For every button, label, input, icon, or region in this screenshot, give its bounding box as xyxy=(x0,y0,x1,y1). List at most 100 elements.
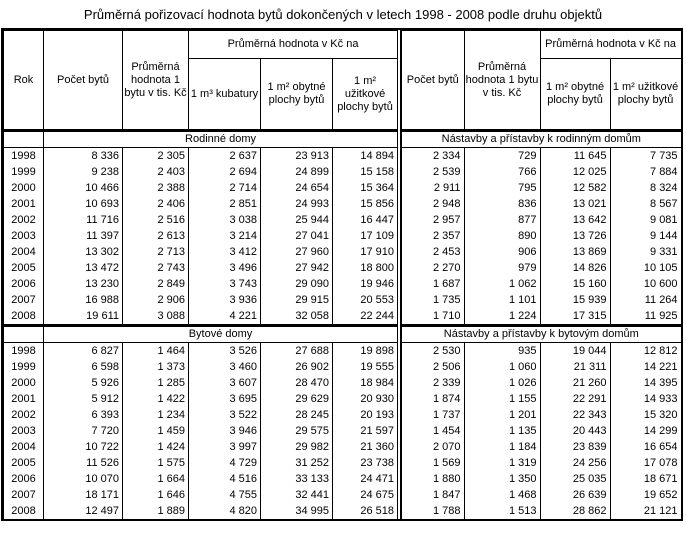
value-cell: 15 320 xyxy=(609,407,682,423)
column-header: Průměrná hodnota 1 bytu v tis. Kč xyxy=(122,30,189,131)
value-cell: 3 038 xyxy=(188,212,261,228)
value-cell: 1 062 xyxy=(463,276,541,292)
value-cell: 1 135 xyxy=(463,423,541,439)
column-header: Průměrná hodnota 1 bytu v tis. Kč xyxy=(463,30,541,131)
year-cell: 2000 xyxy=(3,375,44,391)
value-cell: 22 291 xyxy=(539,391,611,407)
table-row: 1 710 1 224 17 315 11 925 xyxy=(400,308,682,326)
value-cell: 15 158 xyxy=(331,164,399,180)
section-header-row: Rodinné domy xyxy=(3,129,399,148)
value-cell: 1 184 xyxy=(463,439,541,455)
value-cell: 1 285 xyxy=(122,375,189,391)
value-cell: 19 898 xyxy=(331,342,399,359)
value-cell: 2 906 xyxy=(122,292,189,308)
column-header: 1 m³ kubatury xyxy=(188,58,261,131)
year-cell: 2007 xyxy=(3,487,44,503)
value-cell: 1 735 xyxy=(400,292,465,308)
value-cell: 2 357 xyxy=(400,228,465,244)
value-cell: 24 993 xyxy=(260,196,333,212)
value-cell: 9 081 xyxy=(609,212,682,228)
value-cell: 1 026 xyxy=(463,375,541,391)
value-cell: 20 930 xyxy=(331,391,399,407)
table-row: 2 070 1 184 23 839 16 654 xyxy=(400,439,682,455)
value-cell: 935 xyxy=(463,342,541,359)
value-cell: 19 555 xyxy=(331,359,399,375)
value-cell: 729 xyxy=(463,147,541,164)
value-cell: 24 899 xyxy=(260,164,333,180)
value-cell: 1 788 xyxy=(400,503,465,519)
column-header: Počet bytů xyxy=(43,30,123,131)
table-row: 1 874 1 155 22 291 14 933 xyxy=(400,391,682,407)
value-cell: 2 406 xyxy=(122,196,189,212)
table-row: 2 334 729 11 645 7 735 xyxy=(400,147,682,164)
value-cell: 15 160 xyxy=(539,276,611,292)
table-row: 2 270 979 14 826 10 105 xyxy=(400,260,682,276)
value-cell: 1 155 xyxy=(463,391,541,407)
value-cell: 1 575 xyxy=(122,455,189,471)
value-cell: 14 395 xyxy=(609,375,682,391)
value-cell: 1 737 xyxy=(400,407,465,423)
value-cell: 2 948 xyxy=(400,196,465,212)
table-row: 2001 10 693 2 406 2 851 24 993 15 856 xyxy=(3,196,399,212)
year-cell: 2002 xyxy=(3,407,44,423)
value-cell: 8 336 xyxy=(43,147,123,164)
value-cell: 6 393 xyxy=(43,407,123,423)
value-cell: 795 xyxy=(463,180,541,196)
value-cell: 16 654 xyxy=(609,439,682,455)
value-cell: 31 252 xyxy=(260,455,333,471)
value-cell: 20 553 xyxy=(331,292,399,308)
value-cell: 10 722 xyxy=(43,439,123,455)
year-cell: 2003 xyxy=(3,228,44,244)
value-cell: 906 xyxy=(463,244,541,260)
value-cell: 17 078 xyxy=(609,455,682,471)
section-title: Nástavby a přístavby k bytovým domům xyxy=(400,324,682,343)
table-row: 2001 5 912 1 422 3 695 29 629 20 930 xyxy=(3,391,399,407)
value-cell: 28 470 xyxy=(260,375,333,391)
year-cell: 2002 xyxy=(3,212,44,228)
value-cell: 25 035 xyxy=(539,471,611,487)
table-row: 2005 13 472 2 743 3 496 27 942 18 800 xyxy=(3,260,399,276)
table-row: 2 530 935 19 044 12 812 xyxy=(400,342,682,359)
value-cell: 1 468 xyxy=(463,487,541,503)
value-cell: 8 567 xyxy=(609,196,682,212)
value-cell: 14 221 xyxy=(609,359,682,375)
value-cell: 13 869 xyxy=(539,244,611,260)
value-cell: 3 088 xyxy=(122,308,189,326)
value-cell: 1 350 xyxy=(463,471,541,487)
value-cell: 29 982 xyxy=(260,439,333,455)
table-row: 2005 11 526 1 575 4 729 31 252 23 738 xyxy=(3,455,399,471)
value-cell: 33 133 xyxy=(260,471,333,487)
value-cell: 16 447 xyxy=(331,212,399,228)
value-cell: 15 856 xyxy=(331,196,399,212)
value-cell: 12 582 xyxy=(539,180,611,196)
value-cell: 1 687 xyxy=(400,276,465,292)
column-header: 1 m² obytné plochy bytů xyxy=(539,58,611,131)
column-header: Počet bytů xyxy=(400,30,465,131)
column-header: 1 m² užitkové plochy bytů xyxy=(609,58,682,131)
value-cell: 1 569 xyxy=(400,455,465,471)
year-cell: 2007 xyxy=(3,292,44,308)
section-title: Nástavby a přístavby k rodinným domům xyxy=(400,129,682,148)
value-cell: 1 459 xyxy=(122,423,189,439)
section-header-row: Nástavby a přístavby k rodinným domům xyxy=(400,129,682,148)
value-cell: 19 044 xyxy=(539,342,611,359)
value-cell: 2 270 xyxy=(400,260,465,276)
value-cell: 23 913 xyxy=(260,147,333,164)
value-cell: 13 021 xyxy=(539,196,611,212)
value-cell: 3 460 xyxy=(188,359,261,375)
value-cell: 4 221 xyxy=(188,308,261,326)
column-header: Rok xyxy=(3,30,44,131)
table-row: 1 847 1 468 26 639 19 652 xyxy=(400,487,682,503)
value-cell: 18 984 xyxy=(331,375,399,391)
value-cell: 11 397 xyxy=(43,228,123,244)
value-cell: 22 244 xyxy=(331,308,399,326)
value-cell: 21 360 xyxy=(331,439,399,455)
table-row: 1 687 1 062 15 160 10 600 xyxy=(400,276,682,292)
table-row: 1 788 1 513 28 862 21 121 xyxy=(400,503,682,519)
value-cell: 3 214 xyxy=(188,228,261,244)
empty-cell xyxy=(3,129,44,148)
value-cell: 4 820 xyxy=(188,503,261,519)
value-cell: 2 453 xyxy=(400,244,465,260)
section-header-row: Nástavby a přístavby k bytovým domům xyxy=(400,324,682,343)
value-cell: 3 607 xyxy=(188,375,261,391)
